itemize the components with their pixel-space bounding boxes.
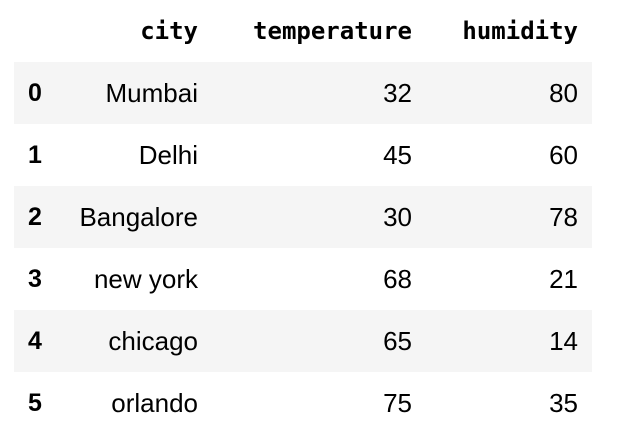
table-row: 4 chicago 65 14 [14,310,592,372]
cell-city: Delhi [138,139,198,170]
column-header-humidity: humidity [462,17,578,45]
cell-city: chicago [108,325,198,356]
cell-humidity: 78 [549,201,578,232]
table-row: 3 new york 68 21 [14,248,592,310]
cell-humidity: 21 [549,263,578,294]
table-row: 0 Mumbai 32 80 [14,62,592,124]
column-header-temperature: temperature [253,17,412,45]
cell-city: orlando [111,387,198,418]
cell-humidity: 14 [549,325,578,356]
cell-humidity: 80 [549,77,578,108]
cell-temperature: 45 [383,139,412,170]
table-body: 0 Mumbai 32 80 1 Delhi 45 60 2 Bangalore… [14,62,592,434]
index-header [14,0,58,62]
row-index: 3 [28,264,42,293]
row-index: 1 [28,140,42,169]
cell-city: Mumbai [105,77,198,108]
table-row: 1 Delhi 45 60 [14,124,592,186]
row-index: 5 [28,388,42,417]
dataframe-output: city temperature humidity 0 Mumbai 32 80… [14,0,592,434]
cell-city: new york [93,263,198,294]
cell-humidity: 60 [549,139,578,170]
cell-temperature: 30 [383,201,412,232]
row-index: 0 [28,78,42,107]
cell-city: Bangalore [79,201,198,232]
table-header: city temperature humidity [14,0,592,62]
column-header-city: city [140,17,198,45]
table-row: 5 orlando 75 35 [14,372,592,434]
cell-temperature: 32 [383,77,412,108]
row-index: 2 [28,202,42,231]
cell-humidity: 35 [549,387,578,418]
cell-temperature: 65 [383,325,412,356]
table-row: 2 Bangalore 30 78 [14,186,592,248]
header-row: city temperature humidity [14,0,592,62]
dataframe-table: city temperature humidity 0 Mumbai 32 80… [14,0,592,434]
row-index: 4 [28,326,42,355]
cell-temperature: 68 [383,263,412,294]
cell-temperature: 75 [383,387,412,418]
